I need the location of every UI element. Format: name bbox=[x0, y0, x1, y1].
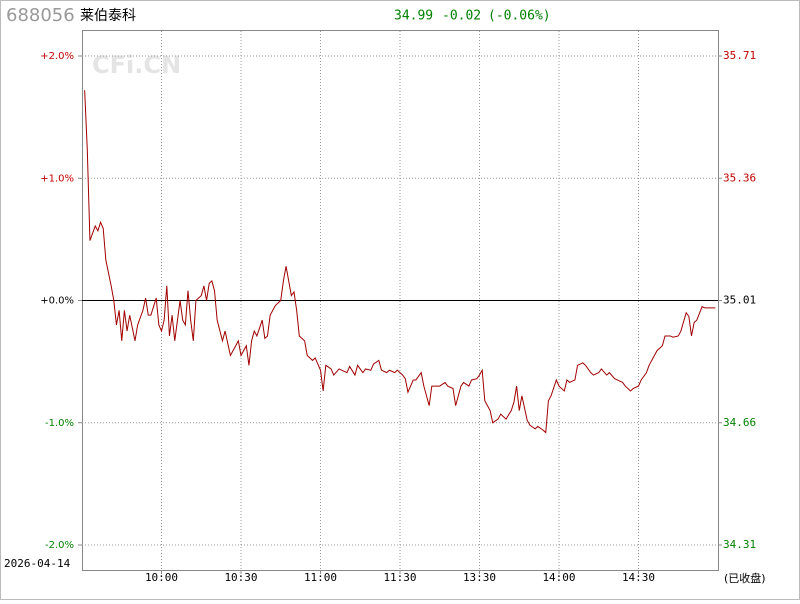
x-tick-label: 10:30 bbox=[224, 571, 257, 584]
y2-tick-label: 35.71 bbox=[723, 49, 756, 62]
y-tick-label: +2.0% bbox=[40, 51, 74, 62]
x-tick-label: 11:00 bbox=[304, 571, 337, 584]
y2-tick-label: 34.66 bbox=[723, 416, 756, 429]
stock-code: 688056 bbox=[6, 5, 75, 26]
y-tick-label: +1.0% bbox=[40, 173, 74, 184]
y2-tick-label: 34.31 bbox=[723, 538, 756, 551]
y2-tick-label: 35.36 bbox=[723, 171, 756, 184]
x-tick-label: 13:30 bbox=[463, 571, 496, 584]
y-tick-label: +0.0% bbox=[40, 296, 74, 307]
x-tick-label: 14:00 bbox=[542, 571, 575, 584]
change: -0.02 bbox=[442, 9, 481, 24]
change-pct: (-0.06%) bbox=[488, 9, 551, 24]
price-line bbox=[84, 90, 716, 434]
y2-tick-label: 35.01 bbox=[723, 294, 756, 307]
x-tick-label: 11:30 bbox=[383, 571, 416, 584]
price: 34.99 bbox=[394, 9, 433, 24]
market-status: (已收盘) bbox=[724, 571, 766, 585]
date: 2026-04-14 bbox=[4, 557, 71, 570]
watermark: CFi.CN bbox=[92, 51, 181, 79]
x-tick-label: 10:00 bbox=[145, 571, 178, 584]
stock-name: 莱伯泰科 bbox=[80, 8, 136, 24]
x-tick-label: 14:30 bbox=[622, 571, 655, 584]
y-tick-label: -2.0% bbox=[45, 540, 74, 551]
y-tick-label: -1.0% bbox=[45, 418, 74, 429]
